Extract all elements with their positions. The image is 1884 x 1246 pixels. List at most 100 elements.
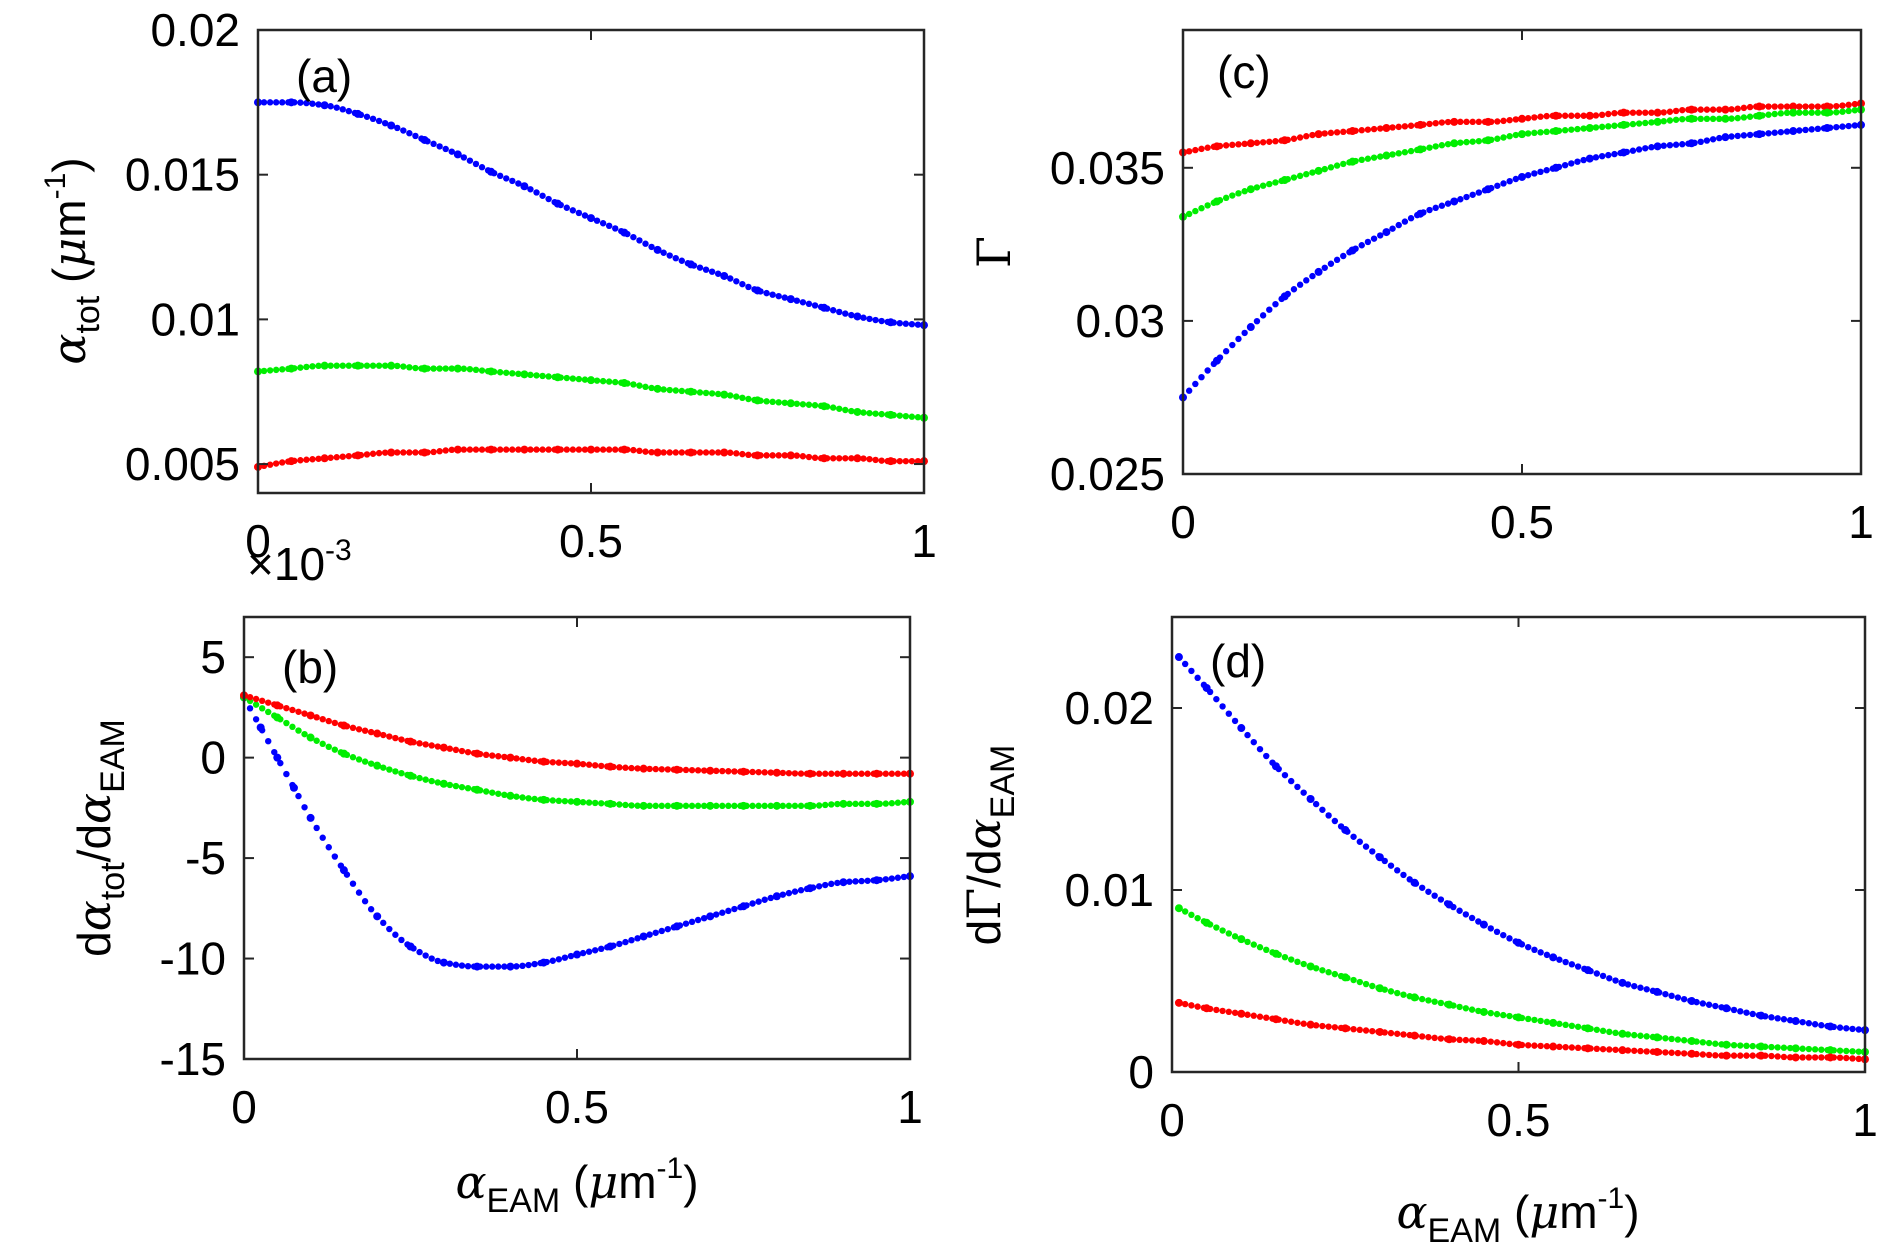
panel-c-series-1-trail-dot: [1296, 172, 1304, 180]
panel-c-series-2-trail-dot: [1574, 158, 1581, 165]
panel-c-series-2-trail-dot: [1531, 170, 1538, 177]
panel-a-series-1-point: [487, 367, 496, 376]
panel-c-series-2-trail-dot: [1740, 132, 1748, 139]
panel-b-series-1-point: [739, 801, 748, 810]
panel-c-series-2-trail-dot: [1370, 235, 1378, 242]
panel-b-series-2-trail-dot: [325, 717, 332, 725]
panel-c-series-2-trail-dot: [1672, 141, 1680, 148]
panel-d-series-2-point: [1202, 1004, 1211, 1013]
panel-c-series-1-trail-dot: [1543, 128, 1550, 136]
panel-b-series-1-point: [672, 801, 681, 810]
panel-b-series-1-trail-dot: [325, 743, 332, 751]
panel-c-series-1-trail-dot: [1833, 109, 1840, 116]
panel-a-series-0-trail-dot: [708, 268, 716, 275]
panel-d-series-2-trail-dot: [1256, 1013, 1264, 1020]
panel-d-series-1-trail-dot: [1624, 1031, 1632, 1038]
panel-c-series-0-trail-dot: [1389, 124, 1396, 131]
panel-c-series-0-trail-dot: [1333, 129, 1341, 136]
panel-d-series-0-point: [1445, 900, 1454, 909]
panel-b-series-0-trail-dot: [658, 927, 665, 935]
panel-d-series-2-trail-dot: [1356, 1026, 1364, 1034]
panel-d-series-0-trail-dot: [1287, 777, 1295, 785]
panel-b-series-0-trail-dot: [616, 940, 623, 948]
panel-a-ylabel-open: (: [43, 267, 95, 296]
panel-a-series-1-trail-dot: [260, 367, 268, 375]
panel-c-series-0-trail-dot: [1370, 125, 1378, 133]
panel-d-series-1-trail-dot: [1350, 976, 1357, 984]
panel-a-series-1-trail-dot: [279, 366, 286, 373]
panel-c-series-1-trail-dot: [1568, 126, 1575, 133]
panel-a-series-1-trail-dot: [309, 363, 316, 370]
panel-b-series-2-trail-dot: [864, 770, 871, 777]
panel-b-series-0-trail-dot: [325, 844, 332, 851]
panel-c-series-1-trail-dot: [1814, 109, 1822, 116]
panel-d-series-1-trail-dot: [1593, 1026, 1601, 1033]
panel-a-series-1-trail-dot: [545, 373, 552, 380]
panel-c-series-0-trail-dot: [1309, 131, 1316, 139]
panel-d-series-0-trail-dot: [1231, 717, 1239, 725]
panel-d-series-1-trail-dot: [1743, 1042, 1750, 1050]
panel-b-series-2-trail-dot: [700, 767, 708, 774]
panel-b-series-1-point: [273, 713, 282, 722]
panel-d-series-0-point: [1826, 1022, 1835, 1031]
panel-a-series-2-trail-dot: [696, 449, 704, 456]
panel-b-series-2-point: [306, 711, 315, 720]
panel-c-series-0-trail-dot: [1506, 116, 1513, 124]
panel-a-series-1-point: [686, 387, 695, 396]
panel-d-series-1-trail-dot: [1631, 1031, 1638, 1039]
panel-c-series-0-trail-dot: [1642, 109, 1649, 116]
panel-c-series-2-trail-dot: [1642, 145, 1649, 152]
panel-c-series-1-trail-dot: [1500, 134, 1507, 141]
panel-c-series-0-trail-dot: [1580, 112, 1587, 119]
panel-b-series-1-trail-dot: [428, 777, 435, 785]
panel-a-series-0-trail-dot: [696, 264, 704, 271]
panel-c-series-0-trail-dot: [1716, 106, 1723, 113]
panel-d-series-1-trail-dot: [1462, 1005, 1470, 1012]
panel-b-series-1-trail-dot: [864, 800, 871, 808]
panel-a-series-2-trail-dot: [436, 448, 443, 455]
panel-a-series-1-trail-dot: [745, 395, 752, 403]
panel-a-series-2-trail-dot: [545, 446, 552, 453]
panel-b-series-0-trail-dot: [355, 889, 363, 896]
panel-c-ytick-label: 0.035: [1050, 142, 1165, 194]
panel-a-series-2-trail-dot: [279, 459, 286, 466]
panel-b-ylabel: dαtot/dαEAM: [67, 719, 132, 957]
panel-c-series-1-trail-dot: [1765, 111, 1772, 118]
panel-c-series-1-trail-dot: [1648, 119, 1655, 126]
panel-d-ylabel-d1: d: [958, 920, 1010, 946]
panel-a-series-0-trail-dot: [660, 249, 667, 256]
panel-b-series-0-trail-dot: [252, 716, 260, 723]
panel-d-series-0-point: [1514, 938, 1523, 947]
panel-c-series-1-point: [1314, 166, 1323, 175]
panel-c-series-0-trail-dot: [1241, 140, 1248, 148]
panel-a-series-2-trail-dot: [908, 457, 916, 465]
panel-b-series-0-point: [439, 958, 448, 967]
panel-c-series-2-trail-dot: [1296, 281, 1304, 288]
panel-a-ytick-label: 0.005: [125, 438, 240, 490]
panel-b-series-1-trail-dot: [652, 802, 659, 810]
panel-b-points: [240, 691, 914, 971]
panel-c-series-2-point: [1789, 127, 1798, 136]
panel-c-series-1-trail-dot: [1796, 109, 1803, 116]
panel-c-series-1-trail-dot: [1327, 164, 1335, 171]
panel-c-series-1-trail-dot: [1185, 210, 1193, 218]
panel-a-series-2-point: [287, 457, 296, 466]
panel-b-series-0-trail-dot: [301, 804, 308, 811]
panel-a-series-1-trail-dot: [805, 401, 813, 408]
panel-d-series-1-point: [1445, 1000, 1454, 1009]
panel-a-series-1-point: [720, 390, 729, 399]
panel-d-series-0-point: [1410, 878, 1419, 887]
panel-c-series-2-trail-dot: [1814, 125, 1822, 133]
panel-b-frame: [242, 615, 912, 1061]
panel-d-series-1-point: [1618, 1029, 1627, 1038]
panel-d-series-0-trail-dot: [1387, 862, 1395, 869]
panel-a-series-0-trail-dot: [781, 294, 788, 301]
panel-c-series-0-trail-dot: [1845, 101, 1852, 109]
panel-c-series-0-trail-dot: [1500, 117, 1507, 125]
panel-b-series-1-point: [439, 779, 448, 788]
panel-c-series-1-trail-dot: [1771, 110, 1778, 118]
panel-a-series-2-trail-dot: [763, 452, 770, 459]
panel-d-series-2-trail-dot: [1369, 1027, 1376, 1035]
panel-b-series-2-trail-dot: [458, 747, 466, 755]
panel-d-xtick-label: 1: [1852, 1094, 1878, 1146]
